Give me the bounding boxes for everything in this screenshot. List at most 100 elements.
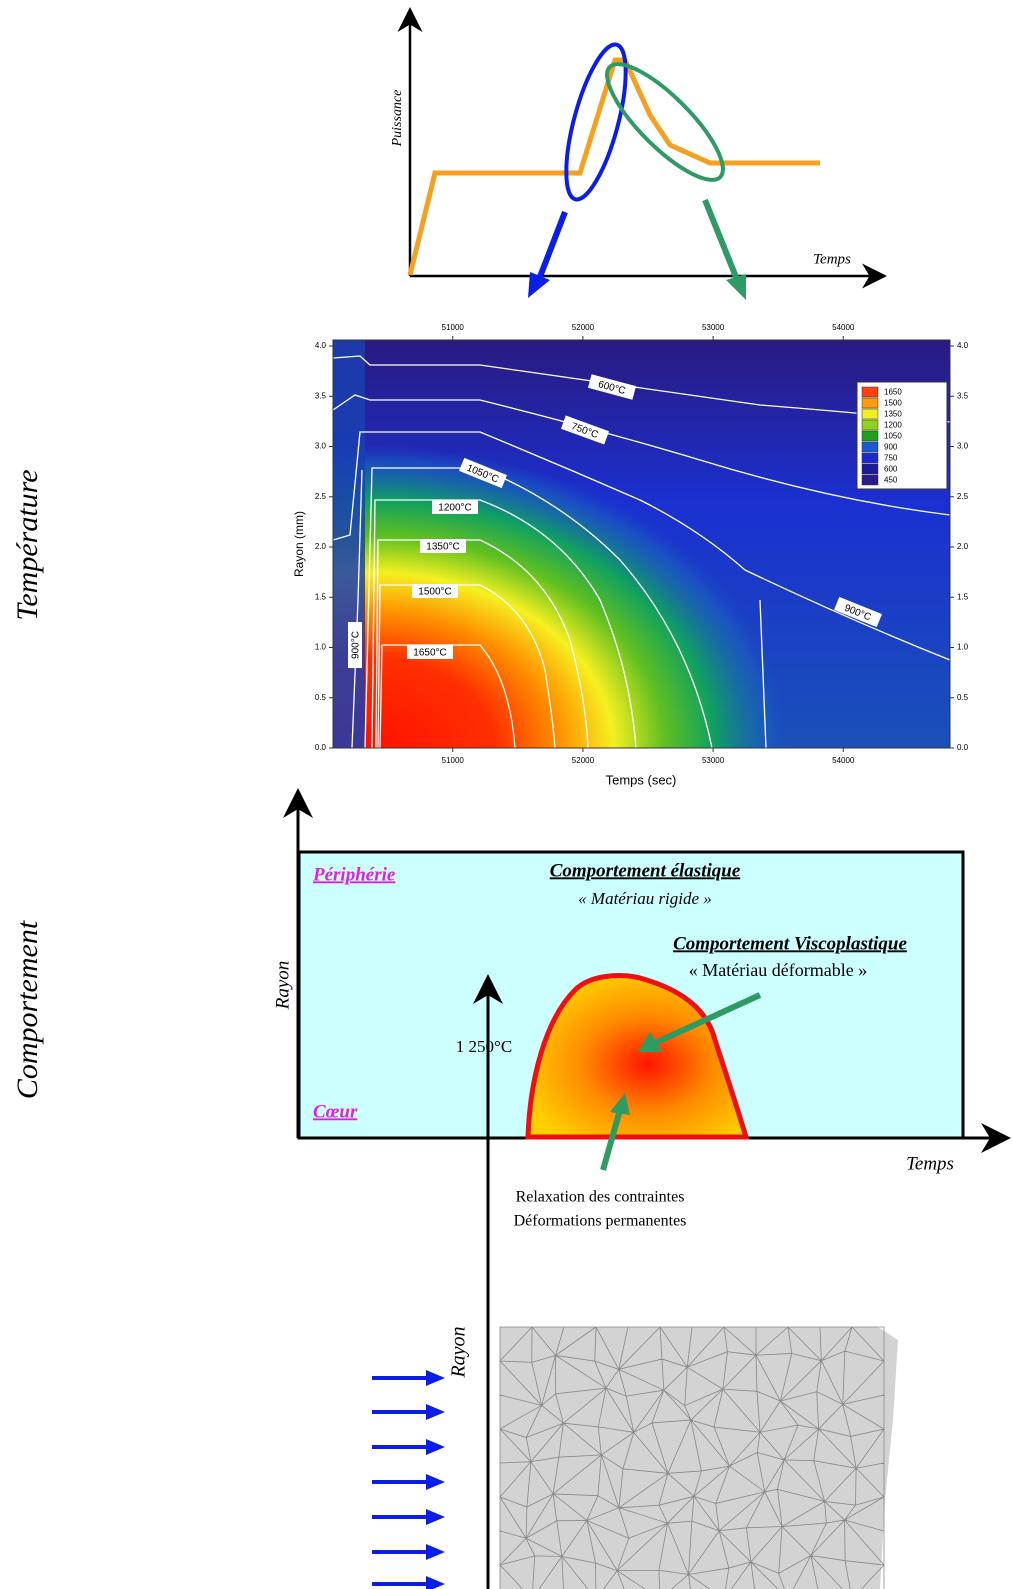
load-arrow-head	[426, 1474, 445, 1490]
load-arrow-head	[426, 1576, 445, 1589]
y-tick-label: 2.0	[315, 542, 327, 551]
contour-label: 900°C	[348, 622, 362, 668]
y-label: Rayon	[448, 1326, 470, 1378]
contour-label-text: 1500°C	[418, 587, 451, 598]
legend-label: 1650	[884, 388, 902, 397]
y-label: Rayon	[272, 961, 293, 1011]
fall-ellipse	[605, 62, 725, 182]
legend-swatch	[861, 452, 879, 464]
legend-label: 450	[884, 476, 898, 485]
load-arrow-head	[426, 1439, 445, 1455]
contour-label: 1200°C	[432, 500, 478, 514]
visco-title: Comportement Viscoplastique	[673, 933, 907, 954]
x-tick-label: 52000	[572, 323, 595, 332]
y-tick-label: 4.0	[957, 341, 969, 350]
green-arrow-head	[638, 1032, 662, 1052]
note: Relaxation des contraintes	[516, 1189, 685, 1206]
y-tick-label: 3.0	[315, 442, 327, 451]
legend-label: 600	[884, 465, 898, 474]
rise-ellipse	[564, 42, 628, 202]
y-tick-label: 2.0	[957, 542, 969, 551]
legend-swatch	[861, 463, 879, 475]
contour-label-text: 1350°C	[426, 542, 459, 553]
side-label: Température	[11, 469, 44, 620]
contour-label-box	[412, 584, 458, 598]
y-tick-label: 1.0	[315, 643, 327, 652]
x-axis-label: Temps (sec)	[606, 772, 677, 787]
legend-label: 900	[884, 443, 898, 452]
legend-label: 1350	[884, 410, 902, 419]
legend-swatch	[861, 474, 879, 486]
contour-label-text: 1200°C	[438, 503, 471, 514]
y-tick-label: 3.5	[315, 391, 327, 400]
x-label: Temps	[906, 1153, 954, 1174]
load-arrow-head	[426, 1509, 445, 1525]
temperature-plot: 51000 51000 52000 52000 53000 53000 54000 54000…	[292, 323, 969, 787]
contour-label-box	[407, 645, 453, 659]
legend-swatch	[861, 430, 879, 442]
periphery-label: Périphérie	[312, 864, 396, 885]
legend-label: 750	[884, 454, 898, 463]
legend-swatch	[861, 408, 879, 420]
viscoplastic-zone	[525, 973, 750, 1140]
contour-label-box	[432, 500, 478, 514]
legend-label: 1500	[884, 399, 902, 408]
y-tick-label: 4.0	[315, 341, 327, 350]
green-arrow	[653, 992, 762, 1046]
x-tick-label: 53000	[702, 756, 725, 765]
y-tick-label: 2.5	[315, 492, 327, 501]
legend-label: 1200	[884, 421, 902, 430]
x-tick-label: 54000	[832, 756, 855, 765]
contour-label-text: 1650°C	[413, 648, 446, 659]
contour-label-box	[420, 539, 466, 553]
y-tick-label: 3.5	[957, 391, 969, 400]
legend-swatch	[861, 419, 879, 431]
note: Déformations permanentes	[514, 1213, 687, 1230]
contour-label-box	[587, 374, 637, 400]
power-sketch: Puissance Temps	[390, 7, 887, 300]
load-arrow-head	[426, 1404, 445, 1420]
green-arrow	[600, 1109, 623, 1171]
temperature-label: 1 250°C	[456, 1037, 512, 1056]
legend-swatch	[861, 386, 879, 398]
legend-swatch	[861, 397, 879, 409]
y-tick-label: 3.0	[957, 442, 969, 451]
y-tick-label: 2.5	[957, 492, 969, 501]
x-label: Temps	[813, 251, 851, 267]
contour-label-box	[560, 415, 610, 445]
contour-label-box	[834, 596, 882, 628]
x-tick-label: 52000	[572, 756, 595, 765]
y-tick-label: 0.5	[315, 693, 327, 702]
contour-label-box	[348, 622, 362, 668]
x-tick-label: 51000	[442, 756, 465, 765]
load-arrow-head	[426, 1370, 445, 1386]
y-tick-label: 0.0	[315, 743, 327, 752]
y-tick-label: 0.0	[957, 743, 969, 752]
blue-arrow	[535, 210, 568, 284]
contour-label: 1500°C	[412, 584, 458, 598]
power-curve	[407, 57, 820, 276]
legend-swatch	[861, 441, 879, 453]
side-label: Comportement	[11, 920, 44, 1099]
x-tick-label: 54000	[832, 323, 855, 332]
blue-arrow-head	[528, 272, 550, 298]
elastic-title: Comportement élastique	[550, 860, 741, 881]
y-axis-label: Rayon (mm)	[292, 511, 306, 577]
legend: 450 600 750 900 1050 1200 1350 1500 1650	[856, 381, 948, 490]
contour-label-text: 900°C	[351, 631, 362, 659]
y-tick-label: 0.5	[957, 693, 969, 702]
contour-label: 1650°C	[407, 645, 453, 659]
legend-label: 1050	[884, 432, 902, 441]
green-arrow-head	[726, 274, 746, 300]
behaviour-diagram: Périphérie Cœur Comportement élastique «…	[272, 788, 1011, 1230]
y-tick-label: 1.5	[315, 592, 327, 601]
elastic-sub: « Matériau rigide »	[578, 889, 712, 908]
mesh-lines	[499, 1326, 885, 1589]
green-arrow-head	[610, 1093, 630, 1115]
plot-fill	[333, 340, 950, 748]
y-tick-label: 1.5	[957, 592, 969, 601]
visco-sub: « Matériau déformable »	[689, 960, 867, 980]
x-tick-label: 51000	[442, 323, 465, 332]
